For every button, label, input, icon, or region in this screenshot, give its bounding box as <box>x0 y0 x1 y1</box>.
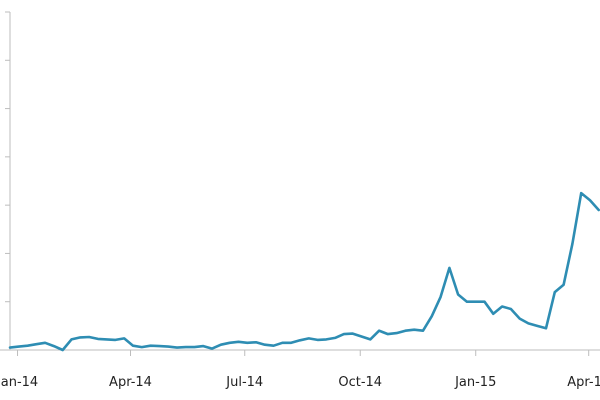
x-tick-label: Jul-14 <box>225 375 263 390</box>
series-line <box>8 191 600 352</box>
x-tick-label: Apr-14 <box>109 375 152 390</box>
x-axis-ticks <box>17 350 590 356</box>
x-tick-label: Jan-15 <box>454 375 496 390</box>
y-axis-ticks <box>5 11 10 303</box>
x-tick-label: Oct-14 <box>338 375 382 390</box>
x-axis-tick-labels: Jan-14 Apr-14 Jul-14 Oct-14 Jan-15 Apr-15 <box>0 375 600 390</box>
x-tick-label: Jan-14 <box>0 375 38 390</box>
x-tick-label: Apr-15 <box>567 375 600 390</box>
